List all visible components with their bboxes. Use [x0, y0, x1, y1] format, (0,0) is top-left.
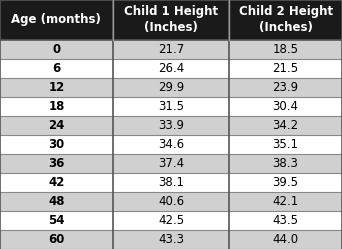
Bar: [0, 135, 113, 154]
Bar: [0, 78, 113, 97]
Text: 42.1: 42.1: [273, 195, 299, 208]
Bar: [0, 40, 113, 59]
Text: 6: 6: [52, 62, 61, 75]
Bar: [0, 173, 113, 192]
Text: 37.4: 37.4: [158, 157, 184, 170]
Bar: [229, 59, 342, 78]
Text: 18: 18: [48, 100, 65, 113]
Text: 30.4: 30.4: [273, 100, 299, 113]
Bar: [229, 173, 342, 192]
Bar: [229, 78, 342, 97]
Bar: [229, 116, 342, 135]
Bar: [229, 135, 342, 154]
Bar: [113, 78, 229, 97]
Text: 43.5: 43.5: [273, 214, 299, 227]
Bar: [229, 192, 342, 211]
Bar: [0, 192, 113, 211]
Text: 40.6: 40.6: [158, 195, 184, 208]
Bar: [229, 230, 342, 249]
Bar: [0, 154, 113, 173]
Bar: [113, 230, 229, 249]
Text: 39.5: 39.5: [273, 176, 299, 189]
Text: 26.4: 26.4: [158, 62, 184, 75]
Bar: [113, 154, 229, 173]
Bar: [113, 40, 229, 59]
Text: 35.1: 35.1: [273, 138, 299, 151]
Bar: [113, 116, 229, 135]
Text: 18.5: 18.5: [273, 43, 299, 56]
Bar: [229, 97, 342, 116]
Bar: [229, 0, 342, 40]
Text: 54: 54: [48, 214, 65, 227]
Text: 0: 0: [52, 43, 61, 56]
Text: Child 2 Height
(Inches): Child 2 Height (Inches): [238, 5, 333, 34]
Bar: [113, 211, 229, 230]
Text: Child 1 Height
(Inches): Child 1 Height (Inches): [124, 5, 218, 34]
Text: 12: 12: [48, 81, 65, 94]
Bar: [229, 211, 342, 230]
Bar: [0, 0, 113, 40]
Text: 34.2: 34.2: [273, 119, 299, 132]
Bar: [113, 97, 229, 116]
Text: 33.9: 33.9: [158, 119, 184, 132]
Text: 42.5: 42.5: [158, 214, 184, 227]
Bar: [113, 0, 229, 40]
Bar: [229, 154, 342, 173]
Bar: [0, 97, 113, 116]
Text: 21.7: 21.7: [158, 43, 184, 56]
Text: 23.9: 23.9: [273, 81, 299, 94]
Bar: [113, 135, 229, 154]
Bar: [113, 192, 229, 211]
Text: 44.0: 44.0: [273, 233, 299, 246]
Text: 36: 36: [48, 157, 65, 170]
Text: 31.5: 31.5: [158, 100, 184, 113]
Bar: [0, 211, 113, 230]
Text: 38.1: 38.1: [158, 176, 184, 189]
Bar: [0, 230, 113, 249]
Text: 38.3: 38.3: [273, 157, 299, 170]
Bar: [0, 59, 113, 78]
Text: 30: 30: [48, 138, 65, 151]
Text: 60: 60: [48, 233, 65, 246]
Bar: [113, 59, 229, 78]
Text: 21.5: 21.5: [273, 62, 299, 75]
Text: 24: 24: [48, 119, 65, 132]
Bar: [0, 116, 113, 135]
Text: 29.9: 29.9: [158, 81, 184, 94]
Text: 42: 42: [48, 176, 65, 189]
Text: 48: 48: [48, 195, 65, 208]
Text: Age (months): Age (months): [12, 13, 101, 26]
Text: 34.6: 34.6: [158, 138, 184, 151]
Text: 43.3: 43.3: [158, 233, 184, 246]
Bar: [229, 40, 342, 59]
Bar: [113, 173, 229, 192]
